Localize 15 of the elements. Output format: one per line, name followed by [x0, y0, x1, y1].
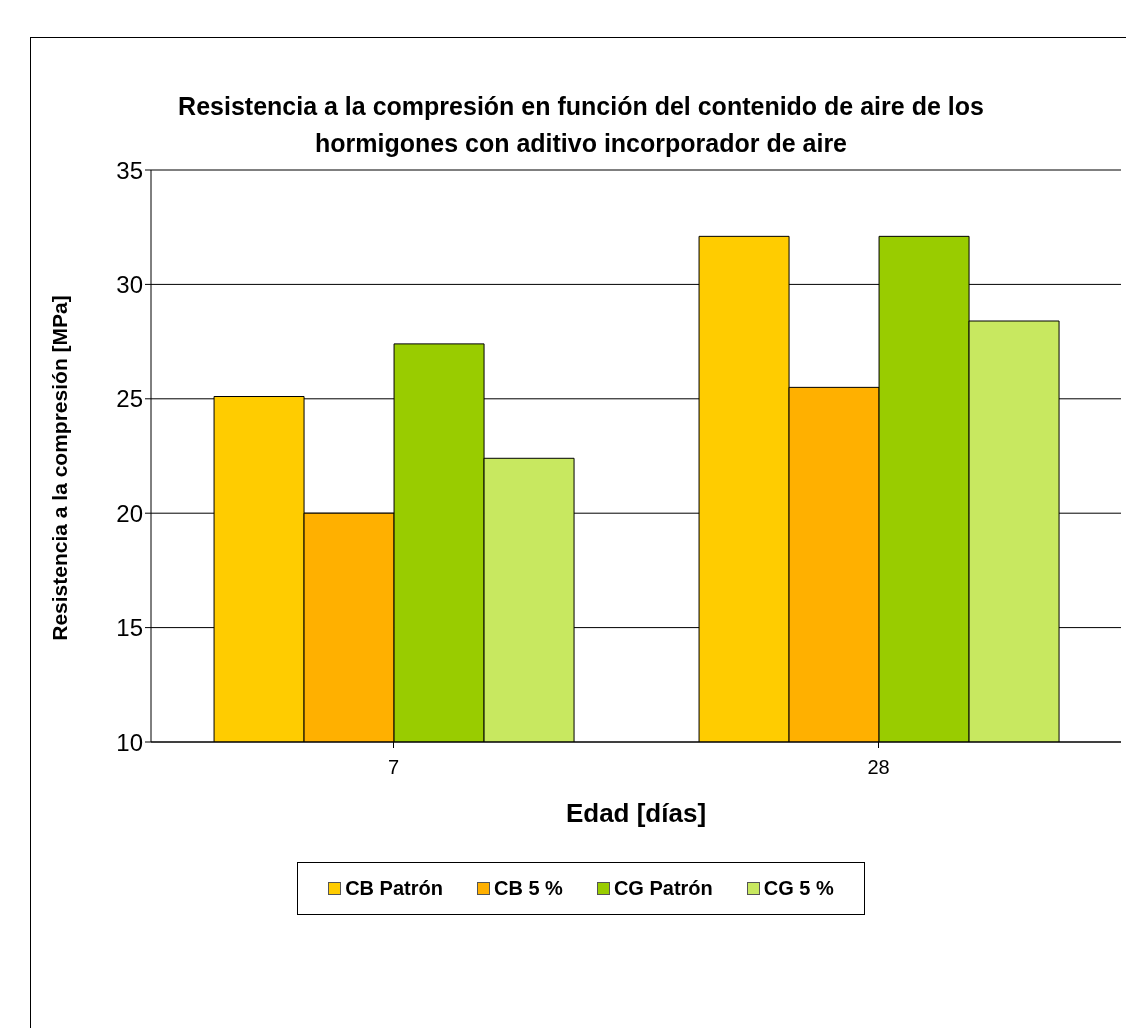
legend-label: CB 5 % [492, 877, 563, 900]
x-axis-title: Edad [días] [565, 798, 707, 828]
y-tick-label: 35 [116, 156, 143, 184]
chart-title: Resistencia a la compresión en función del contenido de aire de los hormigones con aditivo incorporador de aire [177, 91, 985, 159]
legend-label: CB Patrón [344, 877, 443, 900]
y-tick-label: 30 [116, 270, 143, 298]
y-tick-label: 20 [116, 499, 143, 527]
legend-label: CG 5 % [762, 877, 834, 900]
x-tick-label: 28 [867, 756, 890, 779]
y-axis-title: Resistencia a la compresión [MPa] [48, 295, 72, 641]
x-tick-label: 7 [387, 756, 400, 779]
y-tick-label: 15 [116, 614, 143, 642]
legend-label: CG Patrón [612, 877, 713, 900]
y-tick-label: 10 [116, 728, 143, 756]
y-tick-label: 25 [116, 385, 143, 413]
